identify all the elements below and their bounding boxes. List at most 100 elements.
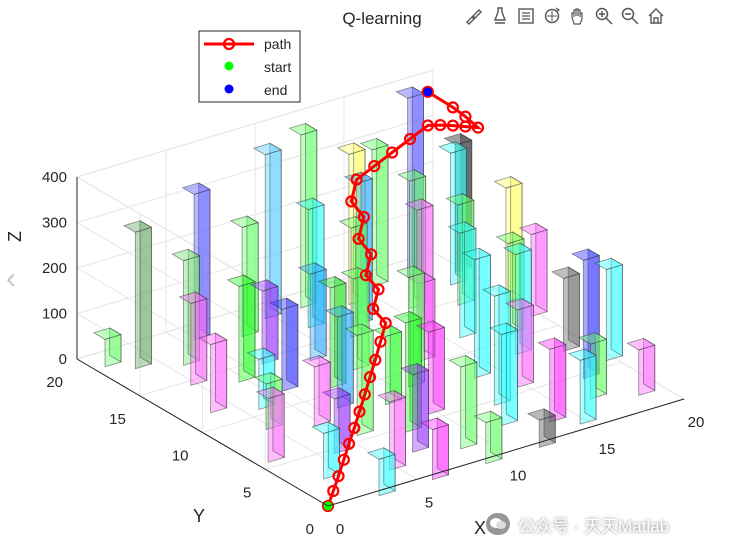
bar-46	[400, 362, 430, 453]
bar-20	[253, 371, 284, 431]
legend-path-marker	[222, 37, 236, 51]
bar-face-top	[344, 323, 375, 336]
zoom-in-icon[interactable]	[592, 4, 616, 28]
bar-44	[503, 242, 533, 356]
bar-face-top	[123, 220, 153, 233]
bar-26	[404, 198, 434, 330]
bar-face-top	[594, 257, 624, 271]
bar-face-top	[269, 297, 299, 310]
y-tick-label: 10	[172, 448, 189, 465]
bar-face-side	[432, 320, 445, 410]
bar-1	[123, 220, 153, 370]
bar-face-top	[311, 421, 341, 434]
bar-face-top	[626, 337, 656, 351]
bar-face-side	[567, 266, 580, 348]
bar-40	[518, 222, 549, 318]
bar-42	[416, 320, 446, 415]
bar-53	[489, 322, 519, 427]
bar-face-top	[317, 276, 347, 289]
data-tip-icon[interactable]	[488, 4, 512, 28]
path-marker-30	[421, 85, 434, 98]
path-marker-3	[337, 453, 350, 466]
path-marker-29	[446, 101, 459, 114]
pan-icon[interactable]	[566, 4, 590, 28]
path-series	[321, 85, 485, 513]
legend-end-marker	[224, 84, 234, 94]
rotate-icon[interactable]	[540, 4, 564, 28]
bar-45	[377, 389, 407, 471]
path-marker-10	[374, 335, 387, 348]
path-line	[326, 90, 483, 507]
bar-11	[198, 332, 228, 414]
bar-face-top	[295, 197, 326, 211]
bar-face-top	[336, 142, 366, 155]
bar-face-top	[493, 176, 523, 189]
legend-path-label: path	[264, 36, 291, 52]
bar-face-top	[448, 355, 478, 368]
bar-face-top	[366, 447, 397, 460]
bar-face-top	[226, 274, 256, 287]
bar-43	[462, 247, 492, 379]
bar-10	[295, 197, 326, 329]
bar-face-side	[416, 362, 430, 449]
path-marker-6	[353, 405, 366, 418]
zoom-out-icon[interactable]	[618, 4, 642, 28]
bar-face-top	[393, 311, 423, 324]
legend: path start end	[198, 30, 301, 103]
x-tick-label: 20	[688, 414, 705, 431]
bar-face-top	[578, 332, 608, 345]
bar-6	[178, 291, 208, 386]
bar-27	[255, 386, 286, 463]
bar-face-top	[537, 337, 567, 350]
bar-face-side	[393, 389, 407, 467]
bar-face-top	[518, 222, 549, 236]
bar-38	[311, 421, 341, 480]
bar-face-top	[92, 327, 122, 340]
bar-face-side	[314, 262, 327, 357]
bar-18	[269, 297, 299, 392]
x-tick-label: 5	[425, 494, 433, 511]
bar-25	[340, 266, 371, 371]
bar-face-side	[243, 274, 256, 379]
bar-33	[373, 324, 403, 406]
bar-face-top	[252, 142, 283, 156]
x-tick-label: 0	[336, 521, 344, 538]
wechat-icon	[486, 513, 510, 535]
bar-face-side	[554, 337, 567, 418]
bar-47	[366, 447, 397, 497]
bar-55	[473, 410, 503, 465]
bar-group	[92, 86, 656, 497]
path-marker-15	[365, 248, 378, 261]
bar-face-side	[610, 257, 623, 357]
path-marker-16	[352, 232, 365, 245]
legend-icon[interactable]	[514, 4, 538, 28]
bar-face-top	[482, 284, 512, 297]
bar-35	[396, 265, 426, 388]
path-marker-9	[369, 353, 382, 366]
path-marker-4	[342, 437, 356, 450]
bar-face-side	[478, 247, 491, 374]
bar-face-top	[462, 247, 492, 261]
y-tick-label: 0	[306, 521, 314, 538]
bar-face-top	[397, 169, 427, 182]
path-marker-28	[459, 110, 472, 123]
bar-face-side	[286, 297, 299, 388]
bar-face-top	[246, 347, 276, 360]
bar-face-top	[249, 279, 279, 292]
bar-5	[252, 142, 283, 320]
bar-36	[321, 386, 352, 455]
bar-face-top	[571, 248, 601, 261]
path-marker-22	[403, 132, 417, 146]
bar-51	[448, 354, 478, 450]
watermark-text: 公众号 · 天天Matlab	[518, 516, 670, 536]
bar-face-top	[526, 408, 557, 421]
brush-icon[interactable]	[462, 4, 486, 28]
bar-59	[526, 408, 557, 449]
y-tick-label: 20	[46, 374, 63, 391]
chart-title: Q-learning	[342, 9, 421, 28]
path-marker-11	[379, 317, 392, 330]
chevron-left-icon[interactable]: ‹	[6, 262, 16, 295]
home-icon[interactable]	[644, 4, 668, 28]
bar-face-side	[272, 386, 285, 459]
